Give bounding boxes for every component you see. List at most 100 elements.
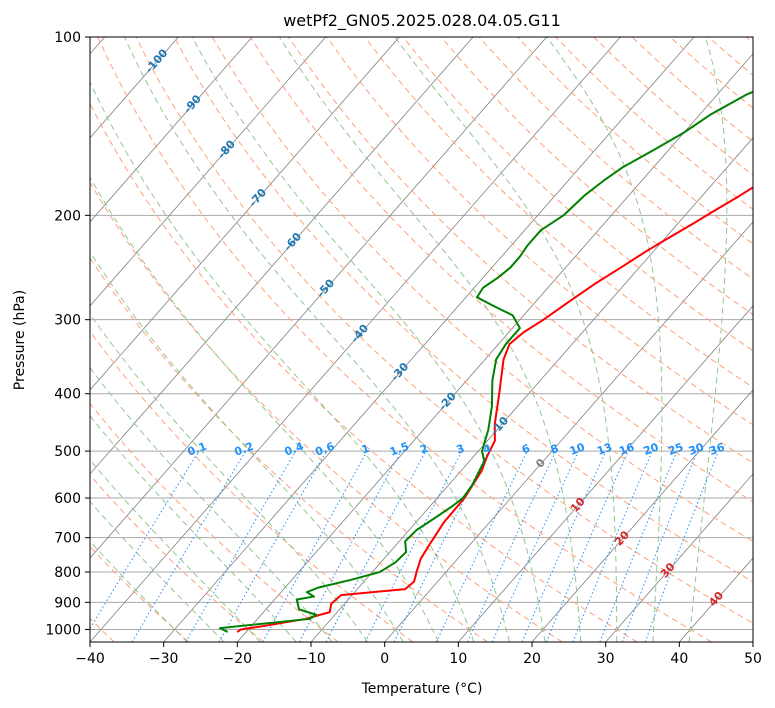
mixing-ratio-label: 16 (617, 440, 636, 458)
isotherm-line (90, 37, 253, 223)
y-tick-label: 100 (54, 30, 81, 46)
dry-adiabat-line (135, 37, 753, 624)
y-axis-ticks: 100 200 300 400 500 600 700 800 900 1000 (45, 30, 90, 638)
x-tick-label: 50 (744, 651, 762, 667)
mixing-ratio-line (90, 450, 200, 630)
moist-adiabat-line (90, 414, 297, 642)
moist-adiabat-line (688, 37, 728, 642)
y-axis-label: Pressure (hPa) (12, 290, 28, 390)
dry-adiabat-line (288, 37, 753, 464)
mixing-ratio-line (491, 450, 580, 642)
dry-adiabat-line (90, 474, 264, 642)
isotherm-line (90, 37, 400, 391)
mixing-ratio-label: 0.2 (233, 440, 256, 459)
mixing-ratio-line (298, 450, 402, 642)
y-tick-label: 1000 (45, 622, 81, 638)
mixing-ratio-line (621, 450, 698, 642)
isotherm-gridlines (90, 37, 753, 642)
mixing-ratio-label: 0.1 (186, 440, 209, 459)
mixing-ratio-line (521, 450, 607, 642)
mixing-ratio-line (572, 450, 653, 642)
mixing-ratio-label: 20 (642, 440, 661, 458)
y-tick-label: 500 (54, 444, 81, 460)
dry-adiabat-line (326, 37, 753, 426)
moist-adiabat-line (546, 37, 663, 642)
plot-area (90, 37, 753, 642)
moist-adiabat-line (124, 37, 510, 642)
moist-adiabat-line (90, 459, 261, 642)
mixing-ratio-label: 30 (687, 440, 706, 458)
dry-adiabat-line (90, 102, 638, 642)
mixing-ratio-label: 6 (520, 442, 532, 457)
mixing-ratio-label: 1.5 (388, 440, 411, 459)
dry-adiabat-line (90, 402, 339, 642)
y-tick-label: 200 (54, 208, 81, 224)
x-tick-label: 20 (523, 651, 541, 667)
y-tick-label: 600 (54, 491, 81, 507)
mixing-ratio-label: 0.6 (314, 440, 337, 459)
mixing-ratio-line (644, 450, 719, 642)
x-tick-label: 10 (449, 651, 467, 667)
dry-adiabat-line (90, 257, 488, 642)
isotherm-line (605, 473, 753, 642)
mixing-ratio-label: 3 (455, 442, 467, 457)
dry-adiabat-line (211, 37, 753, 542)
x-tick-label: −30 (149, 651, 179, 667)
x-tick-label: 0 (380, 651, 389, 667)
mixing-ratio-line (545, 450, 629, 642)
mixing-ratio-label: 4 (481, 442, 493, 457)
mixing-ratio-label: 13 (595, 440, 614, 457)
dry-adiabat-line (249, 37, 753, 503)
isotherm-line (237, 53, 753, 642)
mixing-ratio-lines (90, 450, 719, 642)
x-tick-label: −40 (75, 651, 105, 667)
x-tick-label: −10 (296, 651, 326, 667)
y-tick-label: 300 (54, 313, 81, 329)
isobar-gridlines (90, 37, 753, 630)
dewpoint-profile-line (219, 90, 753, 633)
mixing-ratio-label: 2 (418, 442, 430, 457)
plot-frame (89, 36, 754, 643)
dry-adiabats (90, 37, 753, 642)
mixing-ratio-label: 36 (708, 440, 727, 458)
y-tick-label: 700 (54, 531, 81, 547)
moist-adiabat-line (191, 37, 546, 642)
mixing-ratio-label: 25 (666, 440, 685, 457)
sounding-profiles (219, 90, 753, 633)
x-tick-label: 40 (670, 651, 688, 667)
x-axis-label: Temperature (°C) (361, 681, 483, 697)
isotherm-line (458, 305, 753, 642)
y-tick-label: 800 (54, 565, 81, 581)
y-tick-label: 900 (54, 595, 81, 611)
isotherm-line (163, 37, 695, 642)
mixing-ratio-line (218, 450, 327, 642)
x-tick-label: −20 (223, 651, 253, 667)
isotherm-line (531, 389, 753, 642)
dry-adiabat-line (90, 330, 414, 642)
moist-adiabat-line (90, 80, 475, 642)
dry-adiabat-line (97, 37, 712, 642)
mixing-ratio-label: 1 (360, 442, 372, 457)
isotherm-line (752, 641, 753, 642)
isotherm-line (90, 37, 621, 642)
mixing-ratio-line (599, 450, 678, 642)
moist-adiabat-line (278, 37, 582, 642)
y-tick-label: 400 (54, 387, 81, 403)
temperature-profile-line (236, 186, 753, 633)
mixing-ratio-label: 0.4 (283, 440, 306, 459)
chart-title: wetPf2_GN05.2025.028.04.05.G11 (283, 11, 561, 31)
x-axis-ticks: −40 −30 −20 −10 0 10 20 30 40 50 (75, 642, 762, 667)
mixing-ratio-label: 8 (549, 442, 561, 457)
dry-adiabat-line (173, 37, 753, 583)
mixing-ratio-line (262, 450, 368, 642)
isotherm-line (90, 37, 474, 475)
mixing-ratio-line (364, 450, 463, 642)
isotherm-line (90, 37, 327, 307)
isotherm-line (90, 37, 548, 559)
mixing-ratio-label: 10 (568, 440, 587, 458)
dry-adiabat-line (90, 181, 563, 642)
isotherm-line (384, 221, 753, 642)
dry-adiabat-line (90, 545, 190, 642)
x-tick-label: 30 (597, 651, 615, 667)
